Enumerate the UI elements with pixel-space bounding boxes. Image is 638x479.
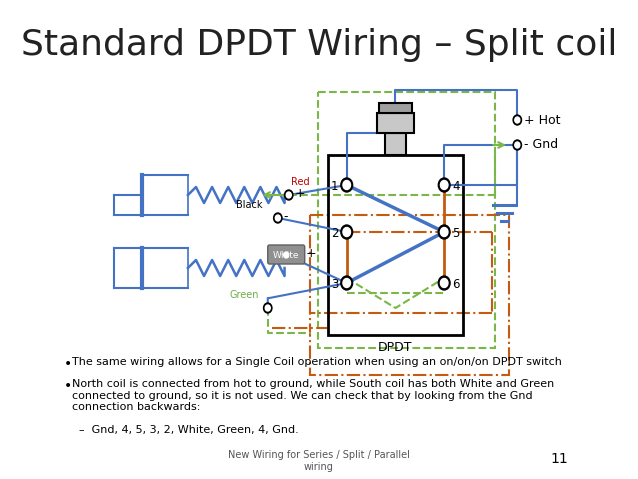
- Circle shape: [286, 192, 292, 198]
- Text: Green: Green: [230, 290, 260, 300]
- Circle shape: [343, 181, 350, 190]
- Text: 1: 1: [331, 180, 338, 193]
- Text: Red: Red: [292, 177, 310, 187]
- Bar: [310, 215, 509, 375]
- Circle shape: [265, 305, 271, 311]
- Bar: [379, 103, 412, 113]
- Text: 2: 2: [331, 227, 338, 240]
- Text: DPDT: DPDT: [378, 341, 413, 354]
- Bar: [142, 175, 188, 215]
- Text: Standard DPDT Wiring – Split coil: Standard DPDT Wiring – Split coil: [21, 28, 617, 62]
- Text: -: -: [284, 210, 288, 223]
- Circle shape: [341, 225, 353, 239]
- Text: - Gnd: - Gnd: [524, 138, 558, 151]
- Text: New Wiring for Series / Split / Parallel
wiring: New Wiring for Series / Split / Parallel…: [228, 450, 410, 472]
- Circle shape: [284, 252, 289, 258]
- Text: White: White: [273, 251, 299, 261]
- Circle shape: [515, 117, 520, 123]
- Text: The same wiring allows for a Single Coil operation when using an on/on/on DPDT s: The same wiring allows for a Single Coil…: [72, 357, 562, 367]
- Circle shape: [438, 225, 450, 239]
- Circle shape: [513, 115, 521, 125]
- Circle shape: [341, 178, 353, 192]
- Circle shape: [440, 278, 448, 287]
- Bar: [318, 92, 494, 348]
- Text: +: +: [295, 187, 305, 200]
- Text: •: •: [64, 357, 72, 371]
- Text: –  Gnd, 4, 5, 3, 2, White, Green, 4, Gnd.: – Gnd, 4, 5, 3, 2, White, Green, 4, Gnd.: [78, 425, 299, 435]
- Text: 3: 3: [331, 277, 338, 290]
- Text: 4: 4: [452, 180, 460, 193]
- Circle shape: [341, 276, 353, 290]
- Text: 11: 11: [550, 452, 568, 466]
- Circle shape: [438, 178, 450, 192]
- Circle shape: [274, 213, 282, 223]
- Text: + Hot: + Hot: [524, 114, 561, 126]
- FancyBboxPatch shape: [268, 245, 305, 264]
- Circle shape: [440, 181, 448, 190]
- Circle shape: [343, 278, 350, 287]
- Circle shape: [285, 190, 293, 200]
- Bar: [142, 248, 188, 288]
- Circle shape: [440, 228, 448, 237]
- Text: •: •: [64, 379, 72, 393]
- Circle shape: [515, 142, 520, 148]
- Circle shape: [438, 276, 450, 290]
- Circle shape: [276, 215, 280, 221]
- Text: 5: 5: [452, 227, 460, 240]
- Bar: [377, 113, 414, 133]
- Circle shape: [263, 303, 272, 313]
- Circle shape: [513, 140, 521, 150]
- Text: +: +: [306, 247, 316, 260]
- Text: Black: Black: [236, 200, 262, 210]
- Bar: [328, 155, 463, 335]
- Bar: [385, 133, 406, 155]
- Text: 6: 6: [452, 277, 460, 290]
- Text: North coil is connected from hot to ground, while South coil has both White and : North coil is connected from hot to grou…: [72, 379, 554, 412]
- Circle shape: [343, 228, 350, 237]
- Circle shape: [282, 250, 290, 260]
